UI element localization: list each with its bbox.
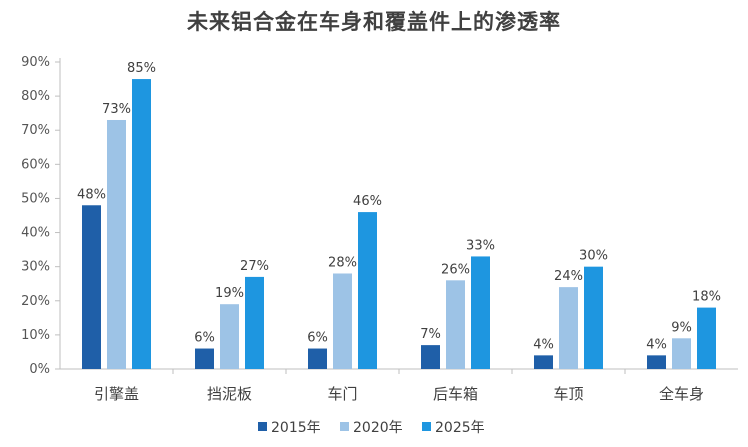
data-label: 73% bbox=[102, 102, 131, 117]
y-tick-label: 50% bbox=[21, 191, 50, 206]
data-label: 7% bbox=[420, 327, 441, 342]
bar bbox=[559, 287, 578, 369]
bar bbox=[245, 276, 264, 369]
x-category-label: 车门 bbox=[327, 385, 357, 403]
data-label: 4% bbox=[533, 337, 554, 352]
y-tick-label: 20% bbox=[21, 294, 50, 309]
legend-swatch bbox=[258, 422, 267, 431]
data-label: 46% bbox=[353, 194, 382, 209]
data-label: 19% bbox=[215, 286, 244, 301]
legend-swatch bbox=[422, 422, 431, 431]
y-tick-label: 40% bbox=[21, 226, 50, 241]
x-category-label: 全车身 bbox=[659, 385, 704, 403]
y-tick-label: 10% bbox=[21, 328, 50, 343]
data-label: 26% bbox=[441, 262, 470, 277]
data-label: 18% bbox=[692, 290, 721, 305]
y-tick-label: 30% bbox=[21, 260, 50, 275]
data-label: 48% bbox=[77, 187, 106, 202]
data-label: 27% bbox=[240, 259, 269, 274]
x-category-label: 引擎盖 bbox=[94, 385, 139, 403]
y-tick-label: 60% bbox=[21, 157, 50, 172]
data-label: 30% bbox=[579, 249, 608, 264]
bar bbox=[308, 348, 327, 369]
bar bbox=[333, 273, 352, 369]
data-label: 9% bbox=[671, 320, 692, 335]
bar bbox=[534, 355, 553, 369]
bar bbox=[446, 280, 465, 369]
y-tick-label: 80% bbox=[21, 89, 50, 104]
x-category-label: 车顶 bbox=[553, 385, 583, 403]
bar bbox=[647, 355, 666, 369]
legend-swatch bbox=[340, 422, 349, 431]
bar bbox=[584, 266, 603, 369]
data-label: 28% bbox=[328, 255, 357, 270]
y-tick-label: 70% bbox=[21, 123, 50, 138]
bar bbox=[672, 338, 691, 369]
data-label: 24% bbox=[554, 269, 583, 284]
bar bbox=[107, 119, 126, 369]
y-tick-label: 90% bbox=[21, 55, 50, 70]
y-tick-label: 0% bbox=[29, 362, 50, 377]
chart-title: 未来铝合金在车身和覆盖件上的渗透率 bbox=[187, 10, 561, 34]
data-label: 33% bbox=[466, 238, 495, 253]
bar bbox=[132, 79, 151, 370]
bar bbox=[358, 212, 377, 369]
bar bbox=[697, 307, 716, 369]
bar bbox=[220, 304, 239, 369]
legend-label: 2015年 bbox=[271, 420, 321, 436]
bar bbox=[82, 205, 101, 369]
legend-label: 2020年 bbox=[353, 420, 403, 436]
x-category-label: 挡泥板 bbox=[207, 385, 252, 403]
bar bbox=[471, 256, 490, 369]
data-label: 6% bbox=[194, 331, 215, 346]
data-label: 6% bbox=[307, 331, 328, 346]
bar bbox=[421, 345, 440, 369]
bar bbox=[195, 348, 214, 369]
legend-label: 2025年 bbox=[435, 420, 485, 436]
x-category-label: 后车箱 bbox=[433, 385, 478, 403]
data-label: 4% bbox=[646, 337, 667, 352]
data-label: 85% bbox=[127, 61, 156, 76]
